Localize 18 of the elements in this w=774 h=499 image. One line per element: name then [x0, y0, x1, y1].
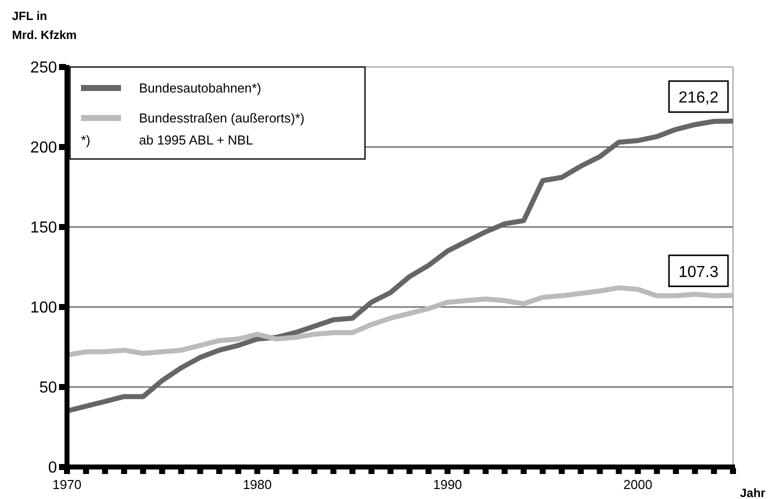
annotation: 216,2	[678, 90, 719, 107]
y-tick-label: 250	[30, 60, 58, 77]
y-axis-title: JFL in Mrd. Kfzkm	[12, 9, 77, 42]
x-axis-title: Jahr	[740, 486, 766, 499]
annotation: *)	[81, 132, 90, 148]
annotation: ab 1995 ABL + NBL	[139, 132, 254, 148]
x-tick-label: 2000	[623, 477, 652, 492]
legend-label: Bundesstraßen (außerorts)*)	[139, 110, 304, 126]
y-tick-label: 50	[39, 380, 58, 397]
x-tick-label: 1980	[242, 477, 272, 492]
legend-label: Bundesautobahnen*)	[139, 80, 262, 96]
y-tick-label: 200	[30, 140, 58, 157]
y-tick-label: 100	[30, 300, 58, 317]
y-tick-label: 150	[30, 220, 58, 237]
x-tick-label: 1970	[52, 477, 82, 492]
x-tick-label: 1990	[433, 477, 462, 492]
y-tick-label: 0	[48, 460, 58, 477]
annotation: 107.3	[678, 264, 719, 281]
